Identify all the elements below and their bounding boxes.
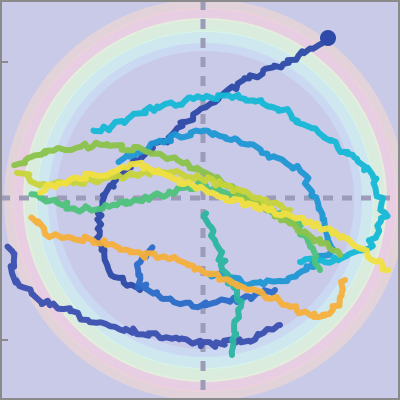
trail-10 — [37, 159, 391, 273]
trail-3 — [133, 244, 278, 311]
trail-5 — [90, 91, 391, 266]
trail-end-blob — [320, 30, 336, 46]
trail-4 — [115, 127, 336, 288]
trail-8 — [11, 139, 343, 258]
trail-11 — [28, 214, 348, 320]
wandering-trails — [4, 30, 391, 358]
frame-ticks — [0, 61, 8, 341]
